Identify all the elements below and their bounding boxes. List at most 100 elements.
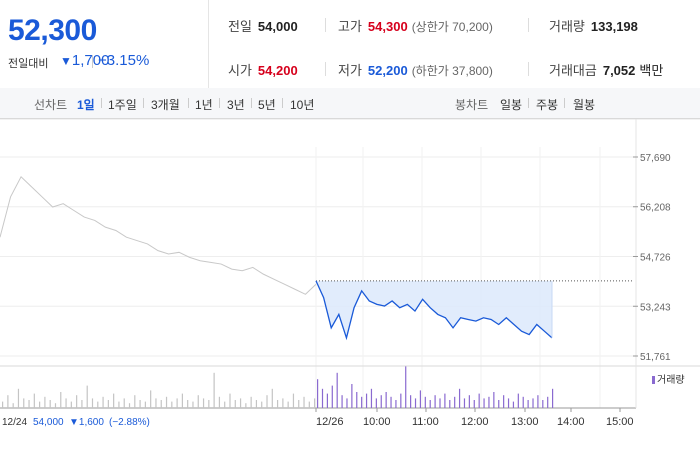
volume-bar-prev — [261, 401, 263, 408]
volume-bar-current — [468, 395, 470, 408]
volume-bar-prev — [123, 398, 125, 408]
high-price: 고가 54,300 (상한가 70,200) — [338, 19, 493, 34]
volume-bar-current — [488, 396, 490, 408]
x-tick-label: 10:00 — [363, 416, 391, 428]
volume-bar-prev — [28, 400, 30, 408]
volume-bar-current — [331, 385, 333, 408]
open-price: 시가 54,200 — [228, 63, 298, 78]
candle-monthly[interactable]: 월봉 — [573, 98, 596, 112]
below-reference-fill — [316, 280, 552, 338]
volume-bar-current — [512, 401, 515, 408]
volume-bar-prev — [224, 401, 226, 408]
volume-bar-current — [321, 388, 324, 408]
volume-bar-prev — [266, 395, 268, 408]
volume-bar-prev — [91, 398, 94, 408]
volume-bar-prev — [197, 395, 199, 408]
volume-bar-prev — [160, 400, 162, 408]
x-tick-label: 12/26 — [316, 416, 344, 428]
volume-bar-prev — [245, 403, 247, 408]
volume-bar-prev — [192, 401, 194, 408]
volume-bar-current — [439, 398, 441, 408]
volume-bar-prev — [187, 400, 189, 408]
volume-bar-current — [429, 400, 431, 408]
volume-bar-current — [547, 396, 549, 408]
volume-bar-prev — [49, 400, 51, 408]
candle-daily[interactable]: 일봉 — [500, 98, 523, 112]
volume-bar-prev — [17, 388, 20, 408]
volume-bar-prev — [276, 400, 279, 408]
volume-bar-prev — [202, 398, 205, 408]
trade-amount: 거래대금 7,052 백만 — [549, 63, 664, 78]
volume-bar-prev — [213, 372, 215, 408]
volume-bar-prev — [107, 400, 109, 408]
volume-bar-current — [463, 398, 466, 408]
volume-bar-current — [395, 400, 397, 408]
volume-bar-current — [473, 400, 475, 408]
volume-bar-prev — [176, 398, 178, 408]
volume-bar-current — [361, 396, 363, 408]
period-10y[interactable]: 10년 — [290, 98, 315, 112]
volume-bar-prev — [250, 396, 252, 408]
volume-bar-prev — [65, 398, 67, 408]
down-triangle-icon: ▼ — [60, 54, 72, 68]
volume-bar-prev — [171, 401, 173, 408]
period-5y[interactable]: 5년 — [258, 98, 276, 112]
price-chart: 57,690 56,208 54,726 53,243 51,761 거래량 12/26… — [0, 119, 700, 428]
volume-bar-current — [507, 398, 510, 408]
candle-weekly[interactable]: 주봉 — [536, 98, 559, 112]
period-3y[interactable]: 3년 — [227, 98, 245, 112]
volume-bar-prev — [23, 398, 25, 408]
prev-close: 전일 54,000 — [228, 19, 298, 34]
volume-bar-prev — [239, 398, 242, 408]
period-3m[interactable]: 3개월 — [151, 98, 180, 112]
volume-bar-current — [365, 393, 368, 408]
volume-bar-prev — [12, 403, 14, 408]
volume-bar-prev — [255, 400, 258, 408]
volume-bar-current — [498, 400, 500, 408]
volume-bar-prev — [60, 392, 62, 408]
candle-chart-label: 봉차트 — [455, 98, 489, 112]
prev-day-date: 12/24 — [2, 417, 27, 428]
volume-bar-prev — [229, 393, 231, 408]
prev-day-pct: (−2.88%) — [109, 417, 150, 428]
volume-bar-prev — [86, 385, 88, 408]
period-1y[interactable]: 1년 — [195, 98, 213, 112]
volume-bar-current — [532, 398, 534, 408]
current-price: 52,300 — [8, 14, 97, 47]
volume-bar-current — [493, 392, 495, 408]
volume-bar-current — [405, 366, 407, 408]
volume-bar-current — [449, 400, 451, 408]
volume-legend: 거래량 — [657, 374, 685, 386]
volume-bar-current — [317, 379, 319, 408]
volume-bar-prev — [54, 403, 57, 408]
volume-bar-prev — [155, 398, 157, 408]
volume-bar-prev — [39, 401, 41, 408]
legend-swatch — [652, 376, 655, 384]
volume-bar-current — [458, 388, 461, 408]
volume-bar-prev — [234, 400, 236, 408]
volume-bar-prev — [81, 400, 83, 408]
period-1w[interactable]: 1주일 — [108, 98, 137, 112]
y-tick-label: 53,243 — [640, 302, 671, 313]
period-1d[interactable]: 1일 — [77, 98, 95, 112]
quote-panel: 52,300 전일대비 ▼1,700 −3.15% 전일 54,000 고가 54,… — [0, 0, 700, 89]
volume-bar-current — [341, 395, 343, 408]
volume-bar-current — [478, 393, 480, 408]
volume-bar-prev — [181, 393, 183, 408]
volume-bar-prev — [76, 395, 78, 408]
y-tick-label: 54,726 — [640, 252, 671, 263]
volume-bar-current — [424, 396, 426, 408]
volume-bar-current — [375, 398, 377, 408]
volume-bar-current — [336, 372, 338, 408]
volume-bar-current — [390, 396, 392, 408]
x-tick-label: 12:00 — [461, 416, 489, 428]
change-percent: −3.15% — [91, 52, 150, 69]
line-chart-label: 선차트 — [34, 98, 68, 112]
volume-bar-prev — [165, 396, 168, 408]
volume-bars — [2, 366, 554, 408]
volume-bar-current — [542, 400, 544, 408]
volume-bar-prev — [271, 388, 273, 408]
volume-bar-current — [454, 396, 456, 408]
change-value: ▼1,700 — [60, 52, 110, 69]
volume-bar-current — [419, 390, 422, 408]
